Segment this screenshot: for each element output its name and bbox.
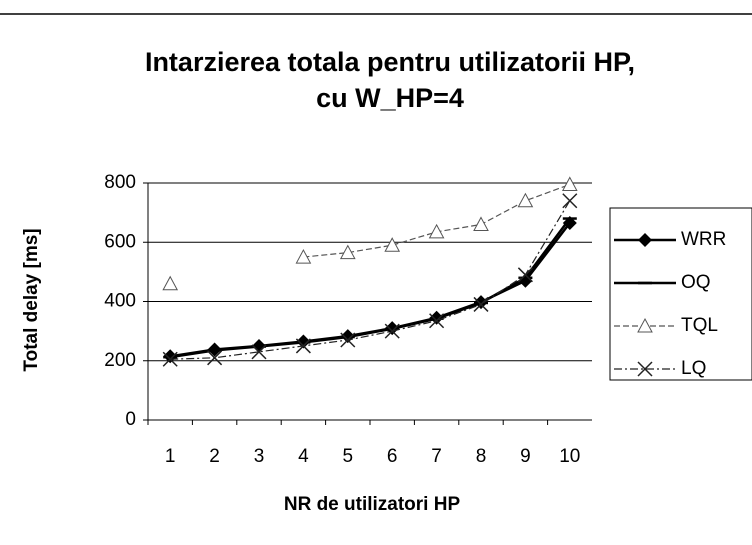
data-point: [517, 192, 534, 208]
y-axis-title: Total delay [ms]: [21, 228, 42, 371]
y-tick-label: 400: [104, 291, 136, 312]
legend-label: LQ: [681, 358, 706, 379]
x-tick-label: 3: [254, 446, 265, 467]
data-point: [339, 244, 356, 260]
data-point: [562, 193, 578, 209]
chart-title: cu W_HP=4: [316, 83, 464, 113]
data-point: [295, 249, 312, 264]
legend-marker: [637, 361, 653, 377]
data-point: [429, 313, 445, 329]
x-tick-label: 10: [559, 446, 580, 467]
data-point: [384, 323, 400, 339]
x-tick-label: 7: [431, 446, 442, 467]
x-tick-label: 4: [298, 446, 309, 467]
x-tick-label: 6: [387, 446, 398, 467]
x-tick-label: 1: [165, 446, 176, 467]
y-tick-label: 600: [104, 231, 136, 252]
legend-label: TQL: [681, 315, 718, 336]
legend-marker: [638, 233, 652, 247]
data-point: [162, 275, 179, 291]
data-point: [561, 176, 578, 191]
legend-label: WRR: [681, 229, 726, 250]
data-point: [251, 344, 267, 360]
y-tick-label: 800: [104, 172, 136, 193]
legend-label: OQ: [681, 272, 711, 293]
data-point: [473, 296, 489, 312]
y-tick-label: 200: [104, 350, 136, 371]
x-tick-label: 5: [343, 446, 354, 467]
data-point: [340, 332, 356, 348]
data-point: [162, 351, 178, 367]
x-axis-title: NR de utilizatori HP: [284, 494, 461, 515]
data-point: [384, 237, 401, 252]
legend-box: [609, 207, 752, 381]
x-tick-label: 9: [520, 446, 531, 467]
data-point: [517, 267, 533, 283]
data-point: [428, 223, 445, 239]
x-tick-label: 2: [209, 446, 220, 467]
data-point: [295, 338, 311, 354]
y-tick-label: 0: [125, 409, 136, 430]
series-line: [170, 200, 571, 360]
legend-marker: [637, 317, 653, 333]
series-line: [170, 222, 571, 358]
series-line: [303, 183, 571, 258]
series-line: [170, 217, 571, 359]
chart-title: Intarzierea totala pentru utilizatorii H…: [145, 47, 635, 77]
data-point: [207, 350, 223, 366]
data-point: [473, 216, 489, 231]
x-tick-label: 8: [476, 446, 487, 467]
